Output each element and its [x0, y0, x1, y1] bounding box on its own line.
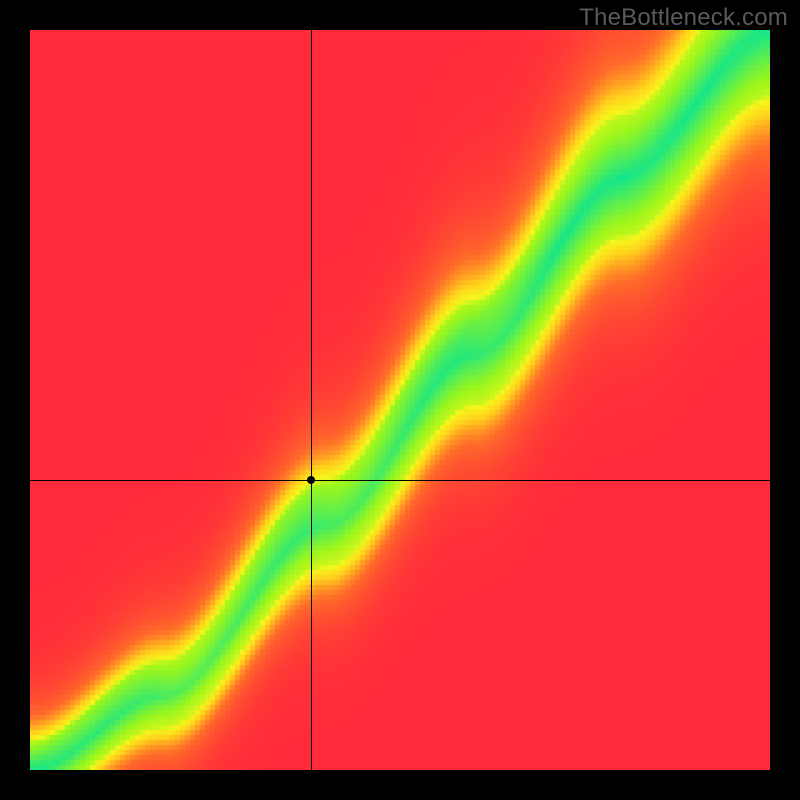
watermark-text: TheBottleneck.com [579, 4, 788, 32]
chart-container: TheBottleneck.com [0, 0, 800, 800]
marker-point [307, 476, 315, 484]
crosshair-vertical [311, 30, 312, 770]
heatmap-canvas [30, 30, 770, 770]
crosshair-horizontal [30, 480, 770, 481]
